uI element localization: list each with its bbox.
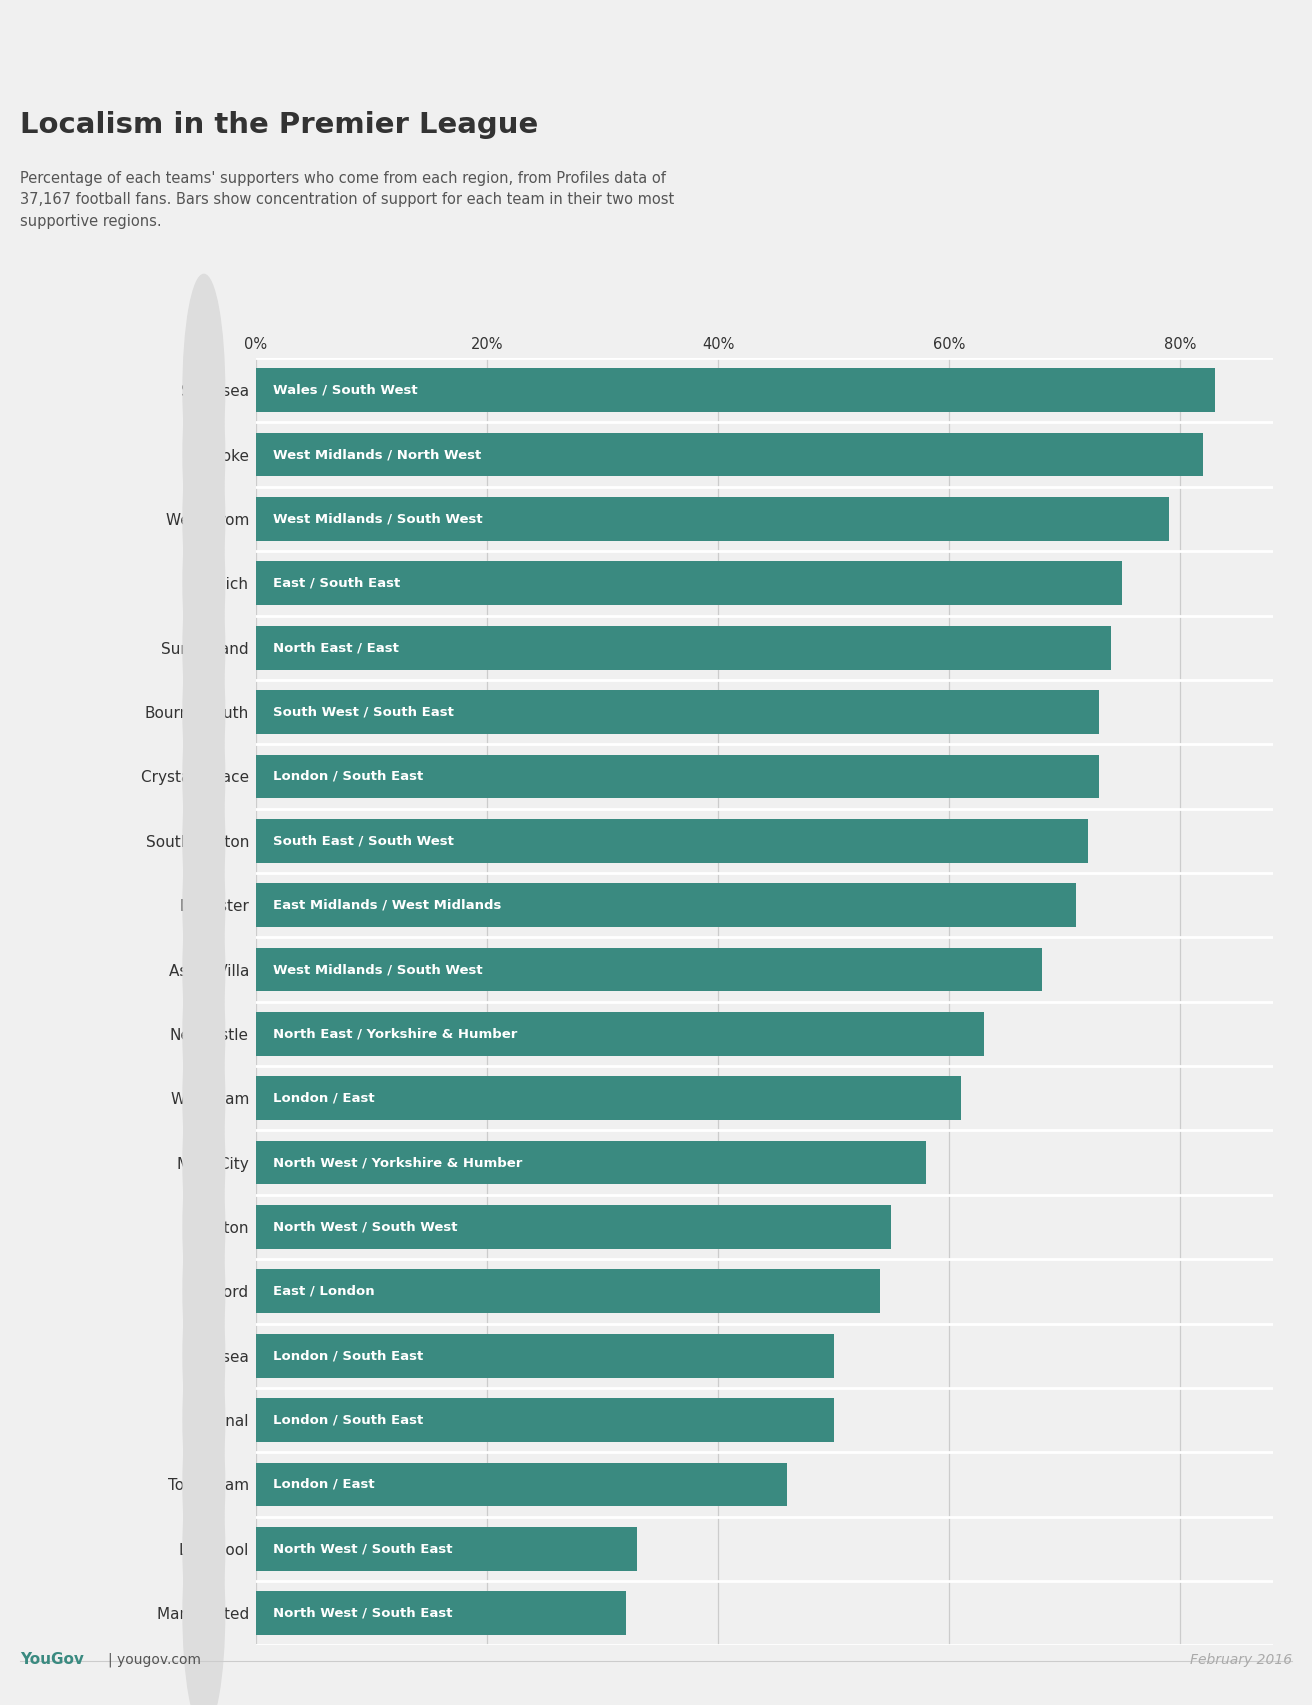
Text: London / South East: London / South East [273,1413,424,1427]
Text: East / London: East / London [273,1286,375,1298]
Bar [256,561,1123,605]
Text: London / South East: London / South East [273,771,424,783]
Bar [256,755,1099,798]
Text: North West / South East: North West / South East [273,1543,453,1555]
Circle shape [184,467,224,699]
Text: North East / Yorkshire & Humber: North East / Yorkshire & Humber [273,1028,517,1040]
Text: East / South East: East / South East [273,576,400,590]
Circle shape [184,1432,224,1664]
Text: London / East: London / East [273,1091,375,1105]
Bar [256,1076,960,1120]
Bar [256,1270,880,1313]
Circle shape [184,917,224,1149]
Text: South East / South West: South East / South West [273,834,454,847]
Circle shape [184,1497,224,1705]
Circle shape [184,725,224,957]
Text: YouGov: YouGov [20,1652,84,1667]
Circle shape [184,1175,224,1407]
Circle shape [184,1369,224,1601]
Circle shape [184,789,224,1021]
Text: West Midlands / North West: West Midlands / North West [273,448,482,460]
Text: Percentage of each teams' supporters who come from each region, from Profiles da: Percentage of each teams' supporters who… [20,170,674,228]
Text: North East / East: North East / East [273,641,399,655]
Bar [256,818,1088,863]
Circle shape [184,982,224,1214]
Bar [256,433,1203,476]
Bar [256,1141,926,1185]
Circle shape [184,1304,224,1536]
Circle shape [184,1112,224,1344]
Circle shape [184,532,224,764]
Bar [256,498,1169,540]
Bar [256,368,1215,413]
Text: North West / South East: North West / South East [273,1606,453,1620]
Circle shape [184,660,224,892]
Bar [256,883,1076,928]
Circle shape [184,339,224,571]
Text: | yougov.com: | yougov.com [108,1652,201,1667]
Circle shape [184,1047,224,1279]
Bar [256,1205,891,1248]
Circle shape [184,597,224,829]
Text: North West / Yorkshire & Humber: North West / Yorkshire & Humber [273,1156,522,1170]
Text: West Midlands / South West: West Midlands / South West [273,513,483,525]
Text: London / East: London / East [273,1478,375,1490]
Bar [256,1013,984,1055]
Bar [256,1463,787,1506]
Bar [256,1333,833,1378]
Text: East Midlands / West Midlands: East Midlands / West Midlands [273,899,501,912]
Text: Wales / South West: Wales / South West [273,384,417,397]
Text: Localism in the Premier League: Localism in the Premier League [20,111,538,138]
Circle shape [184,275,224,506]
Text: North West / South West: North West / South West [273,1221,458,1233]
Bar [256,626,1111,670]
Text: West Midlands / South West: West Midlands / South West [273,963,483,975]
Bar [256,1528,638,1570]
Circle shape [184,1240,224,1471]
Text: London / South East: London / South East [273,1349,424,1362]
Text: February 2016: February 2016 [1190,1654,1292,1667]
Bar [256,691,1099,733]
Bar [256,1591,626,1635]
Bar [256,1398,833,1442]
Circle shape [184,402,224,634]
Bar [256,948,1042,991]
Text: South West / South East: South West / South East [273,706,454,718]
Circle shape [184,854,224,1086]
